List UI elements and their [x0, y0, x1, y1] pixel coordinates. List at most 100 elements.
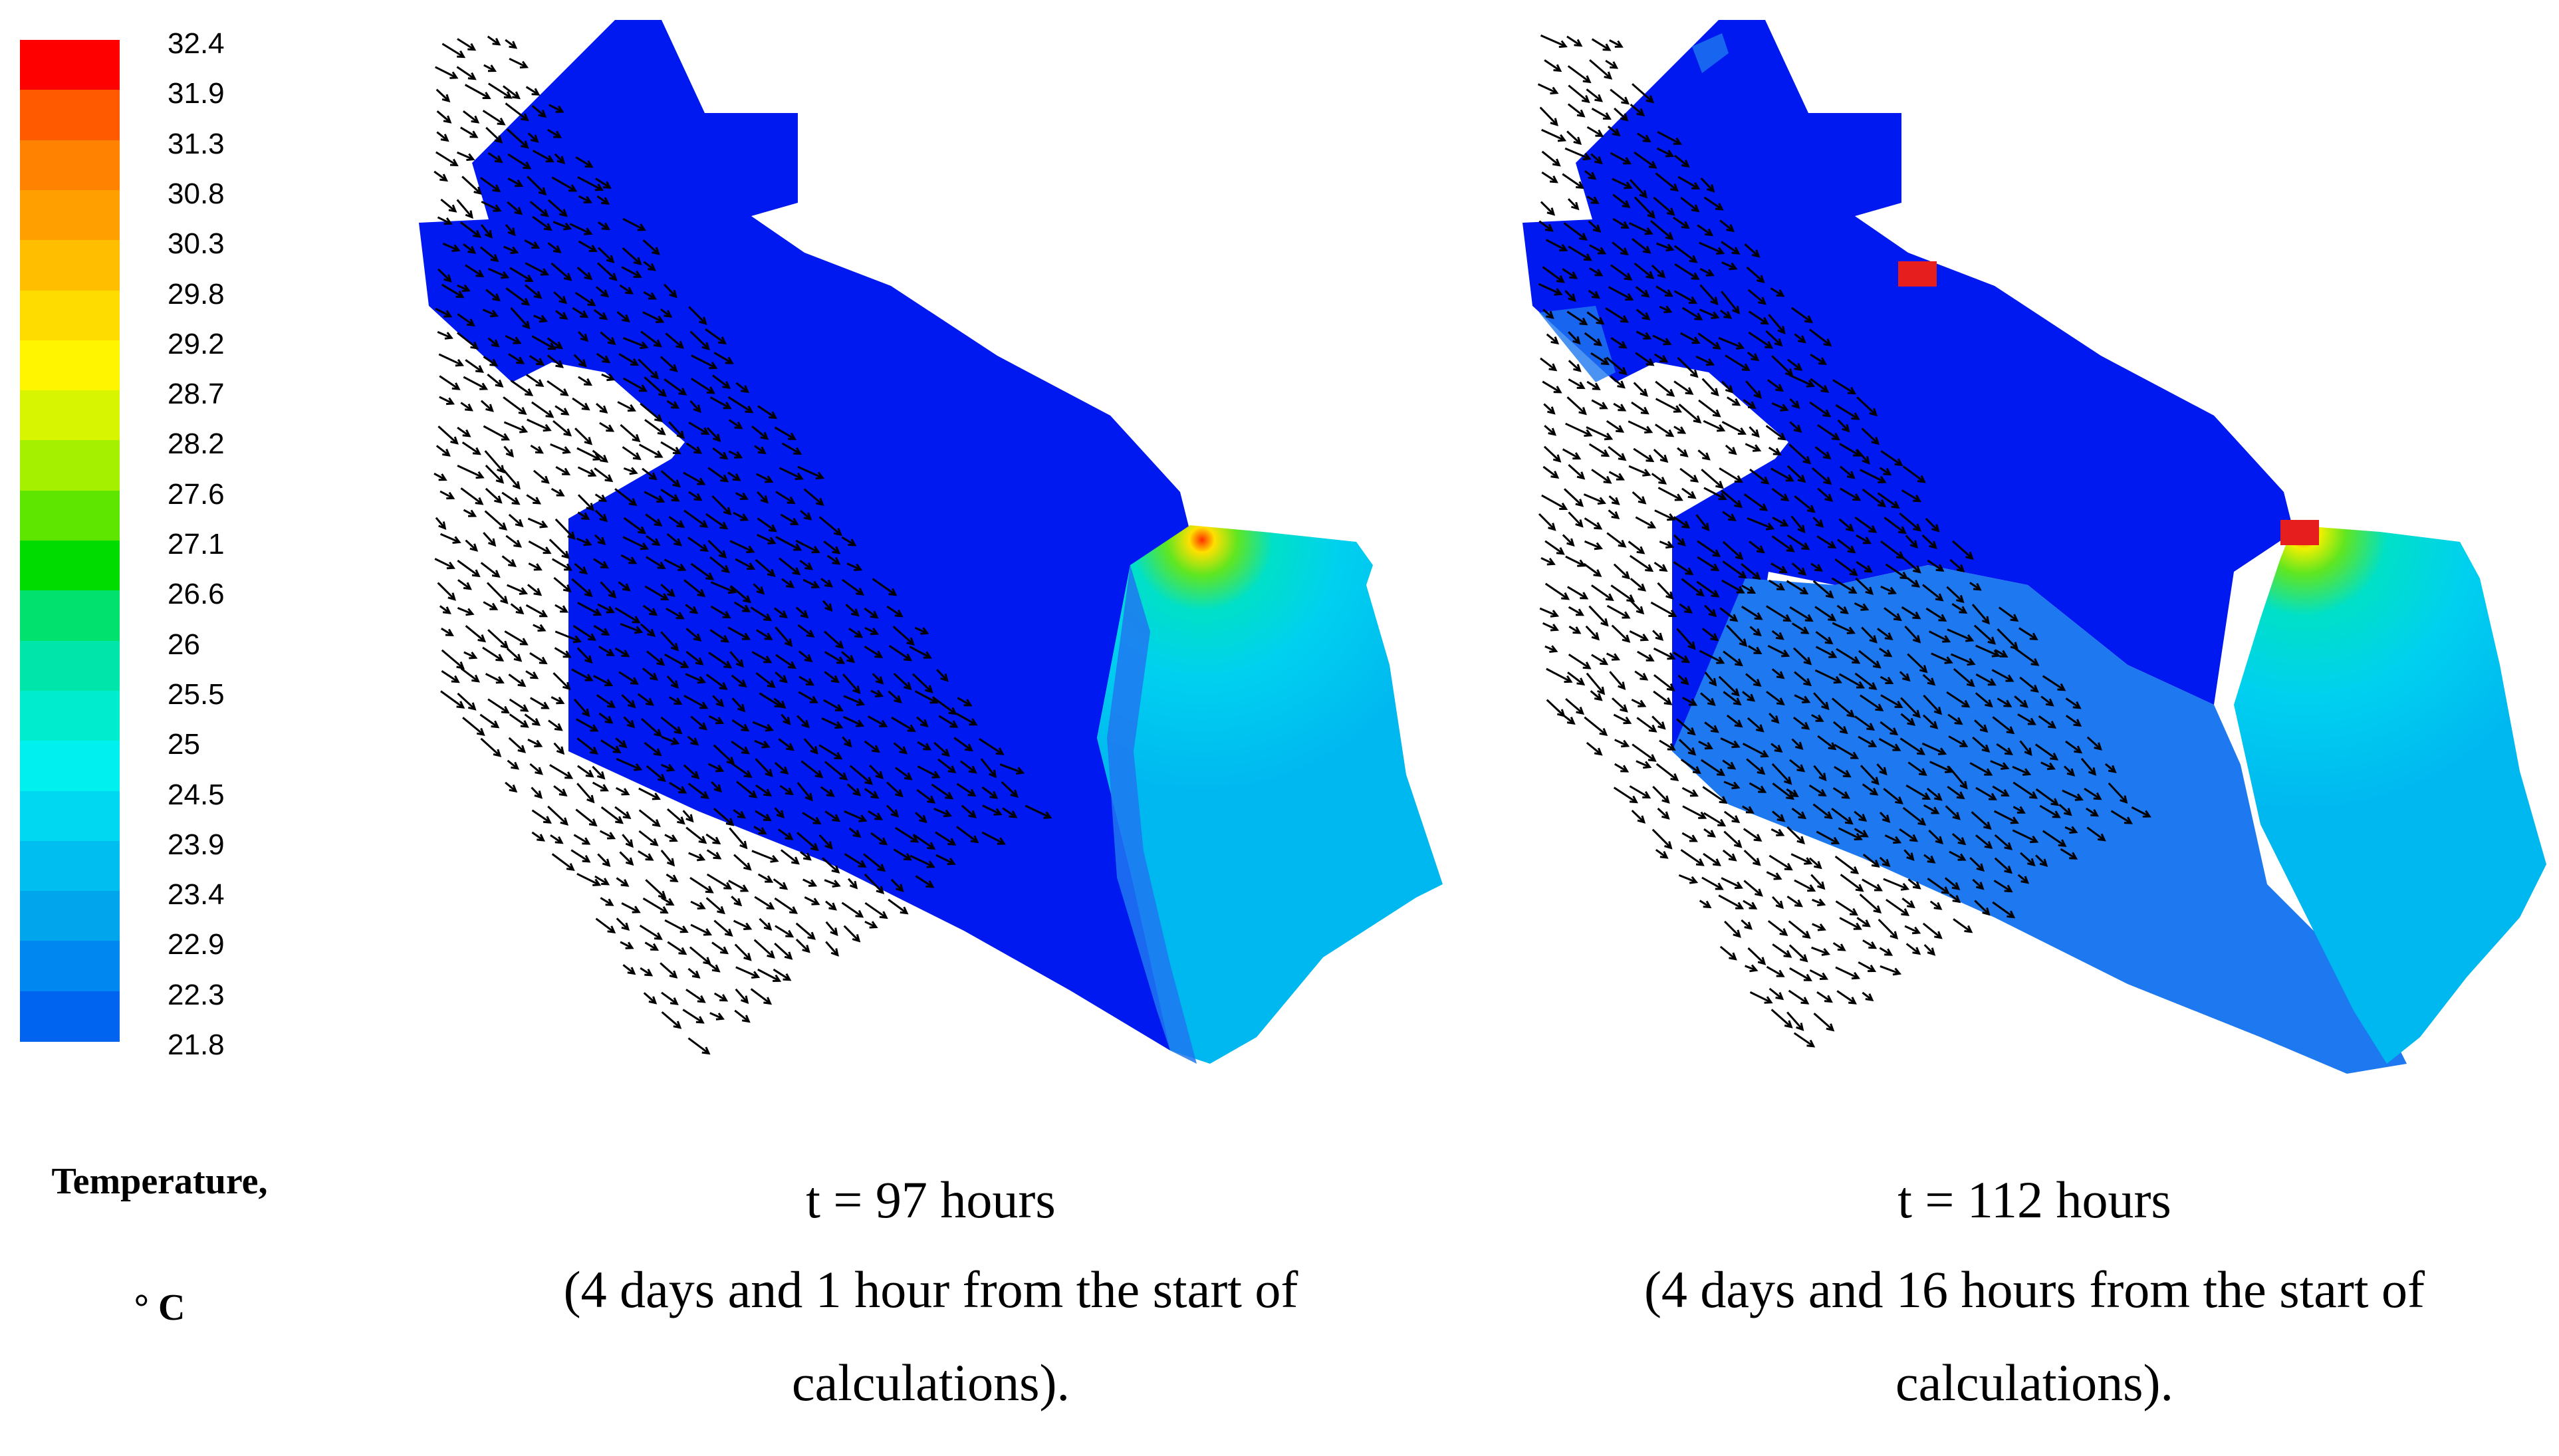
velocity-arrow [933, 697, 957, 715]
velocity-arrow [1923, 804, 1940, 814]
velocity-arrow [597, 247, 615, 263]
velocity-arrow [1567, 103, 1586, 118]
velocity-arrow [709, 1012, 725, 1021]
velocity-arrow [1811, 713, 1824, 722]
velocity-arrow [1699, 308, 1720, 319]
velocity-arrow [683, 694, 709, 709]
velocity-arrow [870, 689, 884, 697]
velocity-arrow [510, 306, 531, 330]
velocity-arrow [1789, 759, 1806, 773]
legend-swatch [20, 390, 120, 441]
velocity-arrow [731, 741, 750, 755]
temperature-field-t112 [1523, 20, 2546, 1074]
velocity-arrow [1703, 812, 1727, 827]
velocity-arrow [550, 262, 572, 281]
velocity-arrow [1584, 332, 1603, 346]
velocity-arrow [821, 717, 844, 729]
velocity-arrow [646, 556, 666, 570]
velocity-arrow [1835, 900, 1858, 916]
velocity-arrow [1610, 264, 1633, 281]
velocity-arrow [1723, 781, 1741, 790]
velocity-arrow [1542, 622, 1559, 632]
velocity-arrow [802, 578, 820, 588]
velocity-arrow [841, 536, 857, 546]
velocity-arrow [1590, 153, 1603, 165]
velocity-arrow [592, 765, 606, 780]
velocity-arrow [1719, 467, 1743, 483]
velocity-arrow [915, 812, 927, 824]
velocity-arrow [798, 691, 818, 703]
velocity-arrow [1651, 715, 1666, 730]
velocity-arrow [757, 873, 774, 883]
velocity-arrow [529, 354, 545, 366]
velocity-arrow [1540, 357, 1558, 372]
velocity-arrow [957, 697, 973, 707]
velocity-arrow [1650, 220, 1674, 241]
velocity-arrow [1606, 604, 1631, 619]
velocity-arrow [618, 671, 639, 685]
velocity-arrow [1832, 379, 1857, 395]
velocity-arrow [1606, 652, 1620, 661]
velocity-arrow [481, 200, 502, 212]
velocity-arrow [864, 902, 888, 919]
legend-swatch [20, 290, 120, 341]
velocity-arrow [457, 559, 481, 578]
velocity-arrow [1629, 785, 1651, 799]
velocity-arrow [1786, 896, 1803, 908]
velocity-arrow [800, 851, 812, 861]
velocity-arrow [550, 487, 565, 497]
velocity-arrow [1591, 584, 1614, 602]
velocity-arrow [1833, 721, 1848, 735]
velocity-arrow [461, 441, 481, 455]
velocity-arrow [463, 376, 489, 390]
velocity-arrow [1749, 991, 1773, 1004]
velocity-arrow [1613, 563, 1631, 580]
velocity-arrow [1718, 336, 1745, 350]
velocity-arrow [1745, 673, 1762, 687]
velocity-arrow [781, 578, 795, 588]
velocity-arrow [2080, 758, 2097, 776]
velocity-arrow [912, 833, 936, 850]
velocity-arrow [533, 624, 547, 632]
legend-tick-label: 25.5 [168, 677, 225, 711]
velocity-arrow [553, 576, 572, 593]
velocity-arrow [1789, 398, 1800, 410]
velocity-arrow [573, 698, 590, 717]
velocity-arrow [1546, 333, 1560, 345]
velocity-arrow [1975, 692, 1993, 708]
velocity-arrow [1749, 541, 1765, 554]
velocity-arrow [600, 581, 617, 599]
velocity-arrow [1808, 328, 1832, 347]
velocity-arrow [687, 1037, 711, 1055]
velocity-arrow [623, 467, 638, 475]
velocity-arrow [646, 650, 666, 666]
velocity-arrow [751, 425, 769, 440]
velocity-arrow [731, 896, 743, 907]
velocity-arrow [436, 110, 452, 124]
velocity-arrow [2035, 854, 2048, 867]
velocity-arrow [818, 744, 843, 760]
velocity-arrow [1605, 307, 1629, 323]
legend-swatch [20, 790, 120, 842]
velocity-arrow [708, 963, 721, 973]
velocity-arrow [1589, 59, 1613, 80]
velocity-arrow [437, 425, 459, 445]
velocity-arrow [1745, 964, 1759, 973]
velocity-arrow [1634, 262, 1655, 279]
velocity-arrow [527, 739, 543, 748]
velocity-arrow [1794, 495, 1816, 513]
velocity-arrow [660, 850, 675, 867]
velocity-arrow [1650, 601, 1677, 617]
velocity-arrow [1634, 670, 1649, 681]
velocity-arrow [1948, 735, 1969, 747]
velocity-arrow [547, 380, 569, 396]
velocity-arrow [938, 715, 959, 728]
velocity-arrow [644, 491, 666, 503]
velocity-arrow [1636, 308, 1651, 320]
velocity-arrow [893, 673, 912, 691]
velocity-arrow [575, 156, 594, 168]
velocity-arrow [569, 223, 593, 235]
velocity-arrow [1568, 606, 1584, 616]
velocity-arrow [781, 713, 791, 725]
velocity-arrow [1840, 487, 1862, 501]
